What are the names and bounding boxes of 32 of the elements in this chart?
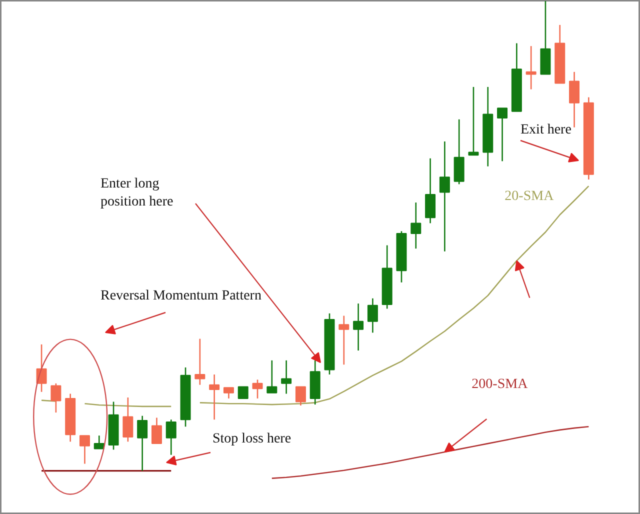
text: 200-SMA bbox=[472, 377, 529, 392]
candlestick bbox=[569, 71, 580, 128]
candlestick bbox=[497, 107, 508, 162]
candlestick bbox=[367, 298, 378, 334]
candlestick bbox=[166, 418, 176, 456]
candlestick bbox=[281, 360, 292, 394]
candlestick bbox=[454, 118, 464, 185]
candlestick bbox=[223, 386, 234, 400]
candlestick bbox=[425, 158, 436, 224]
candlestick bbox=[295, 386, 306, 406]
candlestick bbox=[468, 86, 479, 156]
candlestick bbox=[266, 360, 278, 394]
candlestick bbox=[526, 45, 536, 90]
candlestick bbox=[252, 379, 263, 400]
candlestick bbox=[238, 386, 248, 399]
candlestick bbox=[194, 338, 206, 386]
candlestick bbox=[137, 415, 148, 472]
candlestick bbox=[410, 202, 422, 250]
annotation: Reversal Momentum Pattern bbox=[100, 288, 262, 304]
candlestick bbox=[94, 434, 104, 450]
candlestick bbox=[209, 374, 220, 420]
annotation: Enter long position here bbox=[100, 176, 174, 210]
candlestick bbox=[79, 434, 90, 464]
candlestick bbox=[338, 315, 350, 366]
candlestick bbox=[151, 417, 162, 444]
series-label: 20-SMA bbox=[504, 188, 555, 204]
candlestick bbox=[353, 302, 364, 352]
candlestick bbox=[122, 396, 134, 442]
annotation: Exit here bbox=[520, 122, 572, 138]
annotation: Stop loss here bbox=[212, 432, 292, 446]
candlestick bbox=[439, 140, 450, 252]
candlestick bbox=[50, 382, 62, 414]
